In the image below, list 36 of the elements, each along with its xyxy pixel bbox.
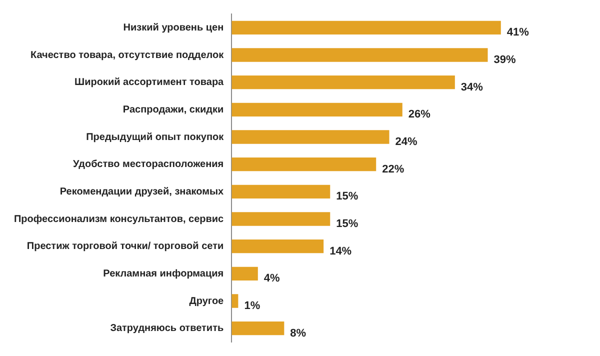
data-label: 15% — [336, 190, 358, 203]
data-label: 1% — [244, 300, 260, 312]
data-label: 24% — [395, 136, 418, 148]
bar — [232, 212, 330, 226]
bar — [232, 240, 324, 254]
bar — [232, 76, 455, 90]
data-label: 15% — [336, 218, 358, 230]
bar — [232, 130, 390, 144]
data-label: 22% — [382, 163, 404, 176]
data-label: 8% — [290, 327, 306, 340]
bar — [232, 48, 488, 62]
bar — [232, 184, 330, 198]
y-tick-label: Затрудняюсь ответить — [110, 323, 224, 334]
bar — [232, 266, 258, 280]
bar — [232, 102, 402, 116]
y-tick-label: Рекламная информация — [103, 268, 224, 280]
data-label: 26% — [408, 108, 431, 121]
bar — [232, 20, 501, 34]
y-tick-label: Престиж торговой точки/ торговой сети — [26, 241, 224, 252]
y-tick-label: Качество товара, отсутствие подделок — [30, 50, 225, 61]
y-tick-label: Широкий ассортимент товара — [74, 77, 224, 88]
y-tick-label: Профессионализм консультантов, сервис — [14, 214, 224, 225]
y-tick-label: Распродажи, скидки — [122, 104, 224, 116]
y-tick-label: Предыдущий опыт покупок — [86, 132, 225, 143]
bar — [232, 322, 284, 336]
y-tick-label: Удобство месторасположения — [73, 159, 224, 170]
data-label: 34% — [460, 81, 484, 94]
data-label: 14% — [330, 245, 352, 258]
bar — [232, 158, 376, 172]
y-tick-label: Низкий уровень цен — [123, 22, 224, 34]
bar — [232, 294, 238, 308]
data-label: 4% — [264, 272, 280, 285]
data-label: 41% — [506, 26, 530, 39]
y-tick-label: Другое — [189, 296, 224, 307]
data-label: 39% — [494, 54, 516, 66]
y-tick-label: Рекомендации друзей, знакомых — [60, 186, 224, 198]
